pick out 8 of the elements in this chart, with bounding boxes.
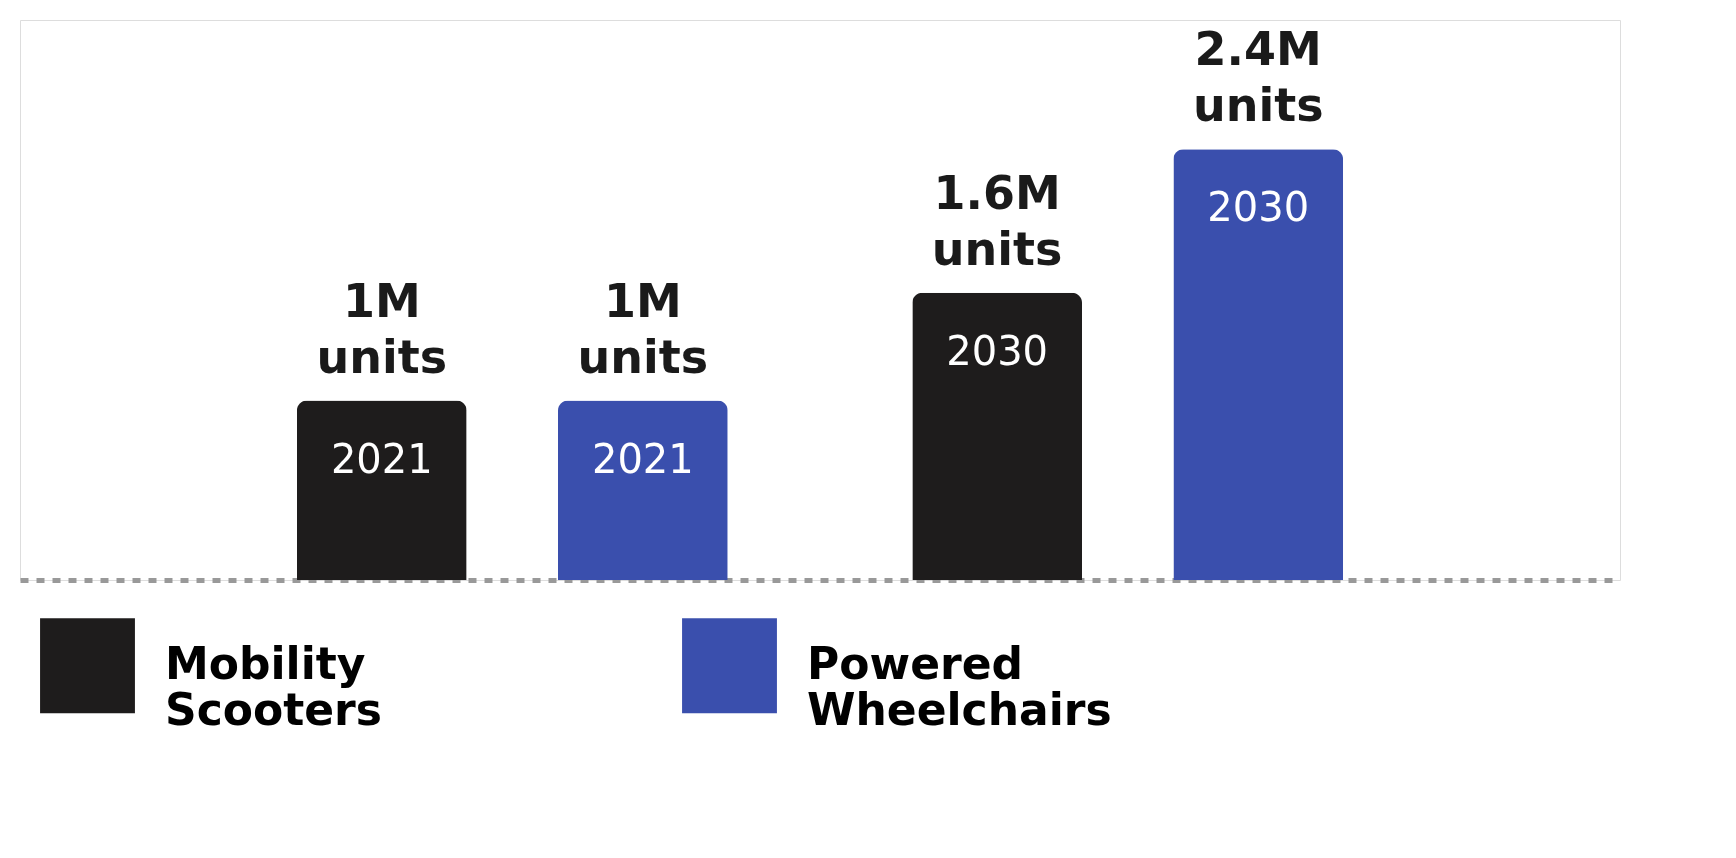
category-label: 2030 (1207, 184, 1310, 231)
category-label: 2021 (591, 435, 694, 482)
data-label: 1.6M units (931, 165, 1063, 276)
data-label: 1M units (316, 273, 448, 384)
legend-label: Mobility Scooters (165, 637, 382, 735)
data-label: 1M units (577, 273, 709, 384)
legend-label: Powered Wheelchairs (807, 637, 1112, 735)
data-label: 2.4M units (1192, 22, 1324, 133)
